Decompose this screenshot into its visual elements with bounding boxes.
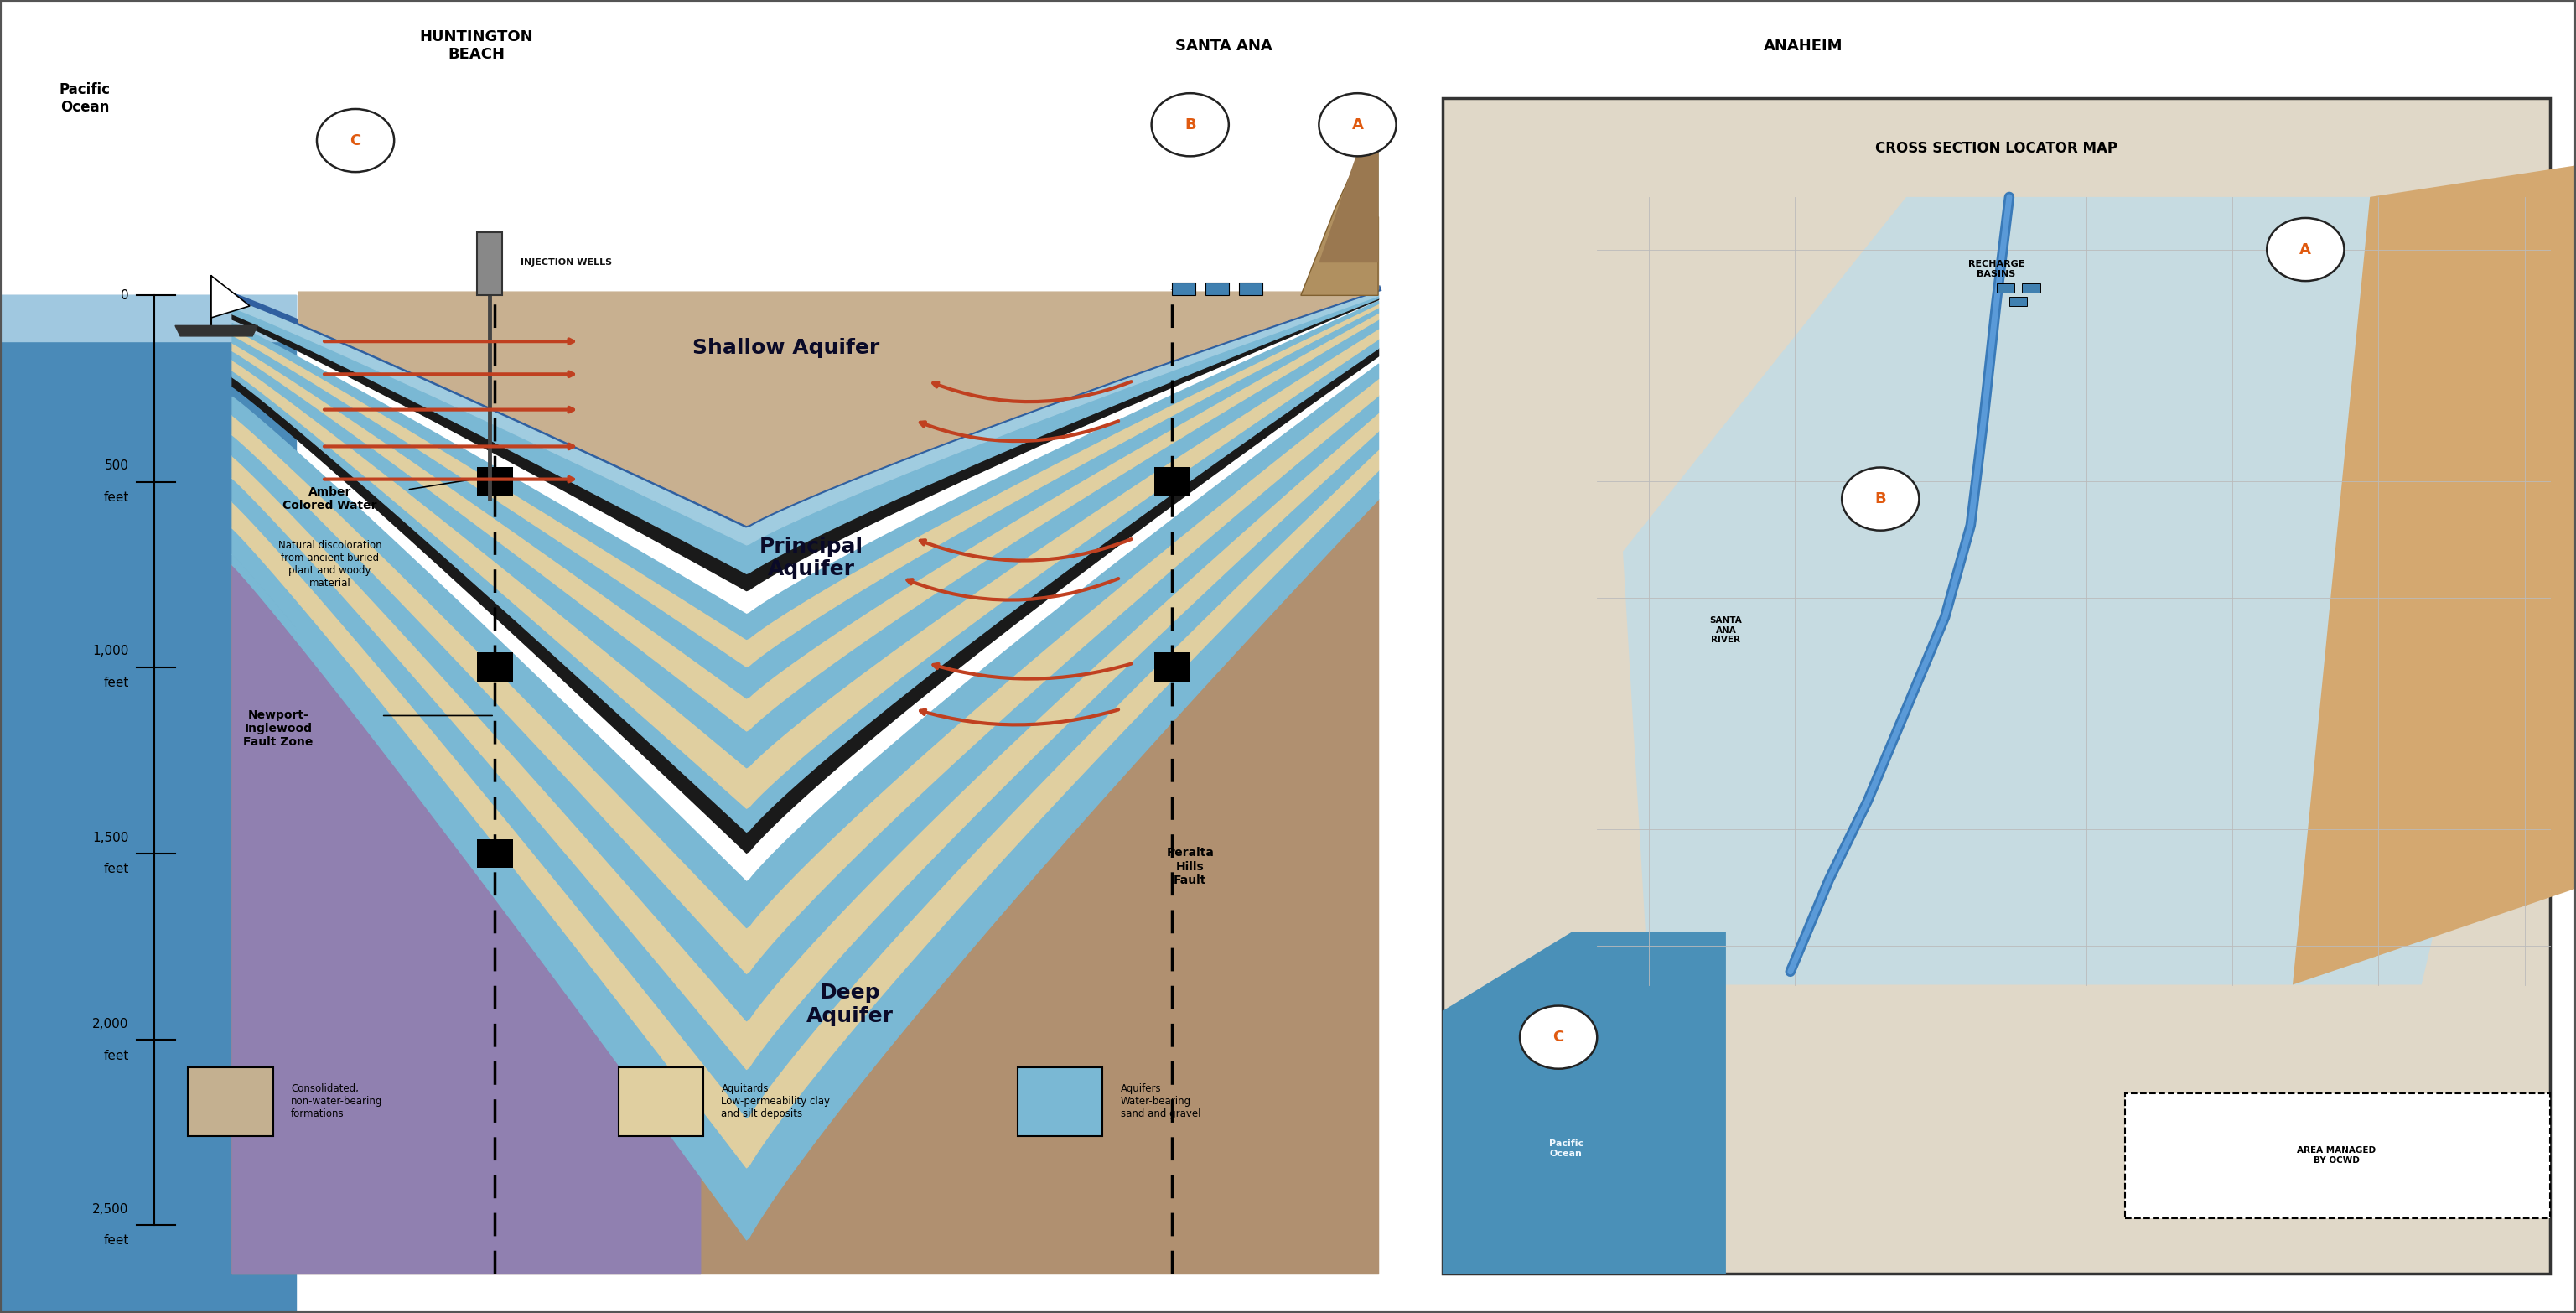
Bar xyxy=(1018,1067,1103,1136)
Polygon shape xyxy=(175,326,258,336)
Polygon shape xyxy=(1443,932,1726,1274)
Text: 0: 0 xyxy=(121,289,129,302)
Text: Shallow Aquifer: Shallow Aquifer xyxy=(693,337,878,358)
Bar xyxy=(1154,653,1190,681)
Ellipse shape xyxy=(1520,1006,1597,1069)
Polygon shape xyxy=(211,276,250,318)
Text: C: C xyxy=(350,133,361,148)
Bar xyxy=(618,1067,703,1136)
Text: Newport-
Inglewood
Fault Zone: Newport- Inglewood Fault Zone xyxy=(242,709,314,748)
Text: Natural discoloration
from ancient buried
plant and woody
material: Natural discoloration from ancient burie… xyxy=(278,540,381,590)
Text: Amber
Colored Water: Amber Colored Water xyxy=(283,486,376,512)
Ellipse shape xyxy=(317,109,394,172)
Text: 2,000: 2,000 xyxy=(93,1018,129,1031)
Text: ANAHEIM: ANAHEIM xyxy=(1765,38,1842,54)
Text: B: B xyxy=(1875,491,1886,507)
Text: INJECTION WELLS: INJECTION WELLS xyxy=(520,259,613,267)
Ellipse shape xyxy=(1151,93,1229,156)
Text: RECHARGE
BASINS: RECHARGE BASINS xyxy=(1968,260,2025,278)
Text: feet: feet xyxy=(103,491,129,504)
Bar xyxy=(188,1067,273,1136)
Text: HUNTINGTON
BEACH: HUNTINGTON BEACH xyxy=(420,30,533,62)
Ellipse shape xyxy=(2267,218,2344,281)
Bar xyxy=(1206,282,1229,295)
Text: feet: feet xyxy=(103,676,129,689)
Text: feet: feet xyxy=(103,1049,129,1062)
Bar xyxy=(1239,282,1262,295)
Text: 1,500: 1,500 xyxy=(93,831,129,844)
Bar xyxy=(1172,282,1195,295)
Text: AREA MANAGED
BY OCWD: AREA MANAGED BY OCWD xyxy=(2298,1146,2375,1165)
Ellipse shape xyxy=(1842,467,1919,530)
Text: Pacific
Ocean: Pacific Ocean xyxy=(1548,1140,1584,1158)
Text: B: B xyxy=(1185,117,1195,133)
Bar xyxy=(477,467,513,496)
Text: C: C xyxy=(1553,1029,1564,1045)
Text: Deep
Aquifer: Deep Aquifer xyxy=(806,982,894,1027)
Text: A: A xyxy=(1352,117,1363,133)
Text: Aquifers
Water-bearing
sand and gravel: Aquifers Water-bearing sand and gravel xyxy=(1121,1083,1200,1120)
Bar xyxy=(1996,284,2014,293)
Text: 500: 500 xyxy=(106,460,129,473)
Text: Consolidated,
non-water-bearing
formations: Consolidated, non-water-bearing formatio… xyxy=(291,1083,384,1120)
Text: feet: feet xyxy=(103,863,129,876)
Text: Pacific
Ocean: Pacific Ocean xyxy=(59,83,111,114)
Polygon shape xyxy=(1623,197,2524,985)
Text: Peralta
Hills
Fault: Peralta Hills Fault xyxy=(1167,847,1213,886)
Text: Aquitards
Low-permeability clay
and silt deposits: Aquitards Low-permeability clay and silt… xyxy=(721,1083,829,1120)
Bar xyxy=(2009,297,2027,306)
Text: A: A xyxy=(2300,242,2311,257)
Bar xyxy=(477,653,513,681)
Polygon shape xyxy=(1319,118,1378,263)
Bar xyxy=(477,839,513,868)
Text: 1,000: 1,000 xyxy=(93,645,129,658)
Bar xyxy=(1154,467,1190,496)
Text: CROSS SECTION LOCATOR MAP: CROSS SECTION LOCATOR MAP xyxy=(1875,140,2117,156)
Ellipse shape xyxy=(1319,93,1396,156)
Text: Principal
Aquifer: Principal Aquifer xyxy=(760,536,863,580)
Bar xyxy=(2125,1094,2550,1218)
Bar xyxy=(2022,284,2040,293)
Bar xyxy=(477,232,502,295)
Text: feet: feet xyxy=(103,1234,129,1247)
Text: SANTA ANA: SANTA ANA xyxy=(1175,38,1273,54)
Text: SANTA
ANA
RIVER: SANTA ANA RIVER xyxy=(1710,616,1741,645)
Polygon shape xyxy=(1301,125,1378,295)
Bar xyxy=(1443,98,2550,1274)
Text: 2,500: 2,500 xyxy=(93,1203,129,1216)
Polygon shape xyxy=(2293,158,2576,985)
